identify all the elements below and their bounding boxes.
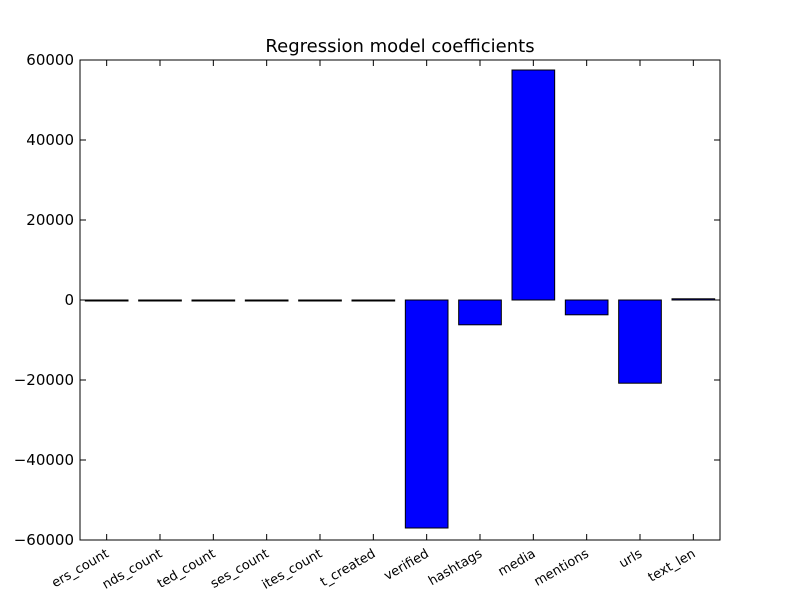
y-tick-label: 60000 — [26, 51, 74, 69]
bar-friends-count — [138, 299, 182, 302]
chart-title: Regression model coefficients — [265, 36, 534, 57]
y-axis-ticks: −60000 −40000 −20000 0 20000 40000 60000 — [14, 51, 720, 549]
bar-statuses-count — [244, 299, 289, 302]
bar-user-mentions — [564, 299, 609, 316]
y-tick-label: −60000 — [14, 531, 74, 549]
plot-frame — [79, 59, 721, 541]
bars-layer — [84, 69, 716, 529]
bar-urls — [618, 299, 662, 384]
y-tick-label: 40000 — [26, 131, 74, 149]
bar-favourites-count — [298, 299, 342, 302]
y-tick-label: −20000 — [14, 371, 74, 389]
bar-account-created — [351, 299, 396, 302]
bar-followers-count — [84, 299, 129, 302]
bar-listed-count — [191, 299, 236, 302]
y-tick-label: −40000 — [14, 451, 74, 469]
bar-text-len — [671, 298, 716, 301]
bar-hashtags — [458, 299, 502, 326]
y-tick-label: 20000 — [26, 211, 74, 229]
bar-media — [511, 69, 556, 301]
bar-verified — [404, 299, 449, 529]
y-tick-label: 0 — [64, 291, 74, 309]
